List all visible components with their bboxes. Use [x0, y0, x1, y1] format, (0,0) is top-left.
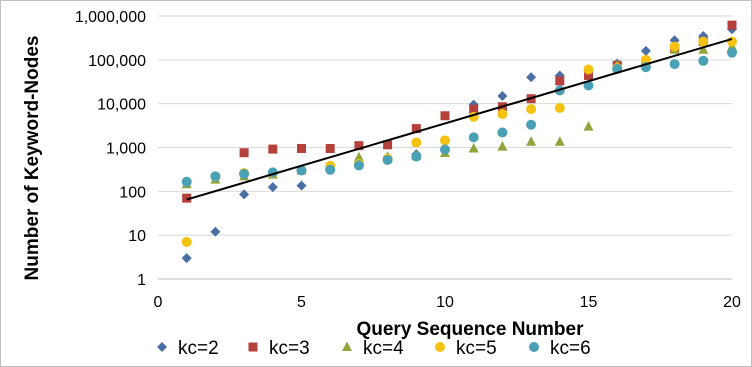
legend-marker	[435, 342, 445, 352]
y-tick-label: 1	[137, 272, 146, 289]
y-tick-label: 10	[128, 228, 146, 245]
data-point	[469, 104, 479, 114]
legend-marker	[342, 341, 352, 351]
data-point	[440, 111, 450, 121]
data-point	[497, 141, 508, 151]
data-point	[210, 226, 221, 237]
legend-entry: kc=5	[435, 338, 497, 359]
legend-marker	[529, 342, 539, 352]
x-tick-label: 15	[580, 294, 598, 311]
data-point	[382, 154, 393, 165]
data-point	[583, 80, 594, 91]
data-point	[554, 102, 565, 113]
data-point	[468, 132, 479, 143]
data-point	[440, 135, 450, 146]
trendline	[186, 37, 733, 201]
data-point	[497, 127, 508, 138]
legend-label: kc=4	[363, 338, 404, 359]
y-tick-label: 1,000	[106, 141, 146, 158]
series-kc-5	[181, 36, 737, 247]
data-point	[210, 171, 221, 182]
data-point	[383, 140, 393, 150]
legend-marker	[157, 342, 167, 352]
legend: kc=2 kc=3 kc=4 kc=5 kc=6	[157, 338, 591, 359]
data-point	[526, 119, 537, 130]
y-axis-title: Number of Keyword-Nodes	[22, 36, 43, 281]
y-tick-label: 10,000	[97, 97, 146, 114]
data-point	[526, 136, 537, 146]
legend-label: kc=3	[269, 338, 310, 359]
data-point	[497, 90, 508, 101]
series-kc-4	[181, 41, 737, 189]
y-tick-label: 100	[119, 184, 146, 201]
data-point	[353, 151, 364, 162]
data-point	[669, 41, 680, 52]
data-points	[181, 20, 737, 264]
data-point	[555, 76, 565, 86]
data-point	[411, 151, 422, 162]
data-point	[354, 141, 364, 151]
x-tick-label: 5	[297, 294, 306, 311]
data-point	[526, 104, 537, 115]
x-tick-label: 0	[154, 294, 163, 311]
legend-entry: kc=4	[342, 338, 404, 359]
data-point	[640, 45, 651, 56]
legend-label: kc=5	[456, 338, 497, 359]
legend-entry: kc=2	[157, 338, 219, 359]
data-point	[698, 55, 709, 66]
trendline-group	[186, 37, 733, 201]
legend-label: kc=2	[178, 338, 219, 359]
data-point	[353, 160, 364, 171]
data-point	[239, 168, 250, 179]
data-point	[727, 36, 737, 47]
data-point	[181, 176, 192, 187]
data-point	[181, 253, 192, 264]
data-point	[584, 70, 593, 80]
data-point	[698, 36, 709, 47]
x-tick-label: 20	[723, 294, 741, 311]
data-point	[239, 189, 250, 200]
y-tick-label: 1,000,000	[75, 9, 146, 26]
data-point	[497, 109, 508, 120]
series-kc-6	[181, 47, 737, 187]
data-point	[181, 236, 192, 247]
gridlines	[158, 15, 732, 236]
x-axis-ticks: 0 5 10 15 20	[154, 294, 741, 311]
data-point	[182, 193, 192, 203]
data-point	[411, 137, 422, 148]
legend-entry: kc=3	[248, 338, 310, 359]
data-point	[440, 144, 450, 155]
y-axis-ticks: 1 10 100 1,000 10,000 100,000 1,000,000	[75, 9, 146, 289]
data-point	[325, 143, 335, 153]
legend-entry: kc=6	[529, 338, 591, 359]
data-point	[669, 59, 680, 70]
y-tick-label: 100,000	[88, 53, 146, 70]
data-point	[640, 54, 651, 65]
data-point	[239, 148, 249, 158]
data-point	[325, 164, 336, 175]
data-point	[727, 47, 737, 58]
data-point	[554, 136, 565, 146]
x-axis-title: Query Sequence Number	[356, 319, 584, 340]
data-point	[468, 142, 479, 153]
data-point	[583, 121, 594, 131]
data-point	[267, 182, 278, 193]
data-point	[297, 143, 306, 153]
data-point	[526, 72, 537, 83]
data-point	[727, 20, 737, 30]
legend-marker	[248, 342, 258, 352]
data-point	[583, 64, 594, 75]
data-point	[268, 144, 278, 154]
data-point	[296, 180, 307, 191]
data-point	[296, 165, 307, 176]
series-kc-3	[182, 20, 737, 203]
legend-label: kc=6	[550, 338, 591, 359]
x-tick-label: 10	[436, 294, 454, 311]
data-point	[411, 124, 421, 134]
data-point	[698, 44, 709, 54]
